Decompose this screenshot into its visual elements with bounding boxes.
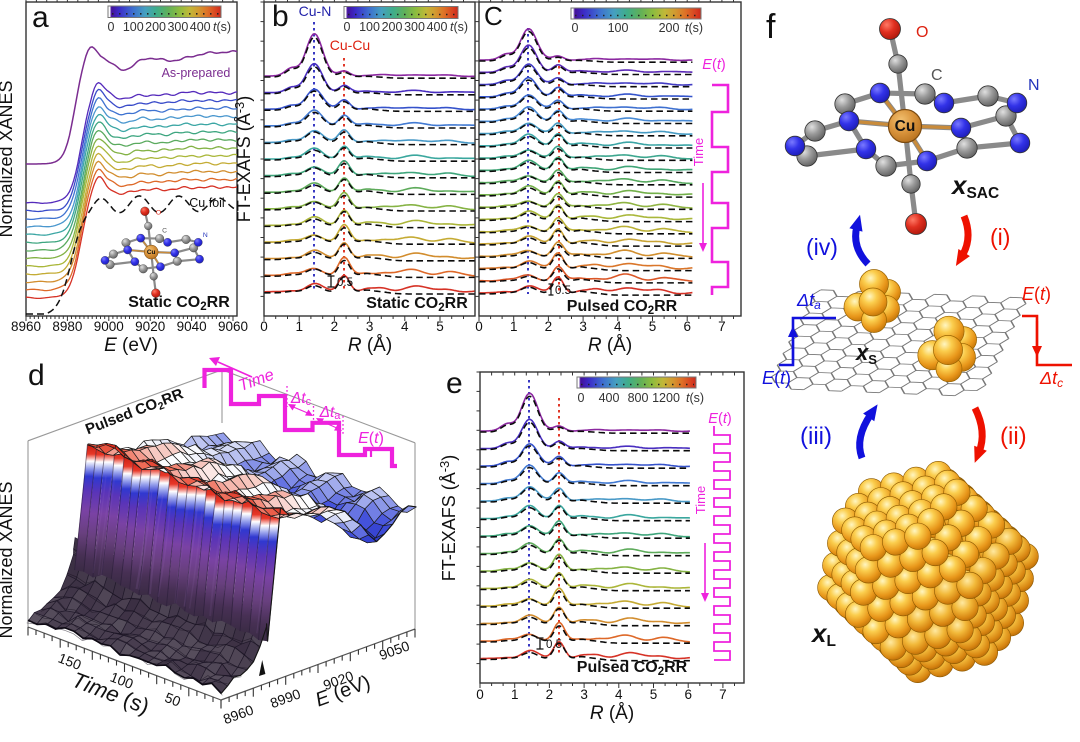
svg-text:1: 1 [511,687,519,702]
svg-text:t(s): t(s) [686,391,704,405]
svg-text:8960: 8960 [11,319,41,334]
svg-text:a: a [32,1,49,34]
svg-text:(iii): (iii) [800,423,832,450]
svg-text:0: 0 [475,319,483,334]
svg-text:Δta: Δta [319,404,342,422]
svg-text:N: N [1028,77,1040,94]
svg-text:Δtc: Δtc [290,390,312,408]
svg-text:300: 300 [167,20,188,34]
svg-text:0.5: 0.5 [555,285,571,297]
svg-text:Δtc: Δtc [1039,368,1063,390]
svg-text:R (Å): R (Å) [348,335,392,356]
svg-text:400: 400 [427,20,448,34]
svg-text:Normalized XANES: Normalized XANES [0,80,16,237]
svg-text:0: 0 [476,687,484,702]
svg-text:3: 3 [366,319,374,334]
svg-text:3: 3 [580,687,588,702]
svg-text:(ii): (ii) [1000,423,1027,450]
svg-text:xSAC: xSAC [950,170,999,202]
svg-text:R (Å): R (Å) [590,703,634,724]
svg-text:xL: xL [810,618,836,650]
svg-text:0: 0 [260,319,268,334]
svg-text:Cu foil: Cu foil [189,196,224,210]
svg-text:Static CO2RR: Static CO2RR [128,294,230,313]
svg-text:t(s): t(s) [213,20,231,34]
svg-text:R (Å): R (Å) [588,335,632,356]
svg-text:f: f [766,8,776,46]
svg-text:1: 1 [510,319,518,334]
svg-text:7: 7 [718,319,726,334]
svg-text:9020: 9020 [135,319,165,334]
svg-text:0: 0 [108,20,115,34]
svg-text:0: 0 [572,21,579,35]
svg-text:0: 0 [344,20,351,34]
svg-text:300: 300 [404,20,425,34]
svg-text:Static CO2RR: Static CO2RR [366,295,468,314]
svg-text:400: 400 [190,20,211,34]
svg-text:50: 50 [163,689,183,710]
svg-text:3: 3 [579,319,587,334]
svg-text:4: 4 [614,319,622,334]
svg-text:100: 100 [359,20,380,34]
svg-text:2: 2 [546,687,554,702]
svg-text:800: 800 [628,391,649,405]
svg-text:150: 150 [56,650,84,673]
svg-text:O: O [916,24,928,41]
svg-text:200: 200 [145,20,166,34]
svg-text:6: 6 [684,687,692,702]
svg-text:t(s): t(s) [450,20,468,34]
svg-text:1: 1 [295,319,303,334]
svg-text:b: b [272,0,289,33]
svg-text:E(t): E(t) [702,57,725,73]
svg-text:100: 100 [608,21,629,35]
svg-text:8980: 8980 [52,319,82,334]
svg-text:9040: 9040 [177,319,207,334]
svg-text:E(t): E(t) [1022,284,1051,304]
svg-text:4: 4 [401,319,409,334]
svg-text:E(t): E(t) [358,430,384,447]
svg-text:400: 400 [599,391,620,405]
svg-text:Cu-Cu: Cu-Cu [330,37,370,53]
svg-text:0: 0 [578,391,585,405]
svg-text:E(t): E(t) [708,411,731,427]
svg-text:E(t): E(t) [762,368,791,388]
svg-text:5: 5 [436,319,444,334]
svg-text:7: 7 [719,687,727,702]
svg-text:0.5: 0.5 [546,639,562,651]
svg-text:2: 2 [545,319,553,334]
svg-text:C: C [484,1,503,31]
svg-text:6: 6 [683,319,691,334]
svg-text:Cu-N: Cu-N [299,3,332,19]
svg-text:9000: 9000 [94,319,124,334]
svg-text:200: 200 [382,20,403,34]
svg-text:Cu: Cu [895,118,916,135]
svg-text:Normalized XANES: Normalized XANES [0,481,16,638]
svg-text:d: d [28,359,45,392]
svg-text:t(s): t(s) [685,21,703,35]
svg-text:2: 2 [331,319,339,334]
svg-text:(iv): (iv) [806,234,838,260]
svg-text:As-prepared: As-prepared [162,66,231,80]
svg-text:xS: xS [855,340,877,367]
svg-text:Δta: Δta [796,290,821,312]
svg-text:Time: Time [691,138,706,166]
svg-text:Time: Time [693,486,708,514]
svg-text:1200: 1200 [652,391,680,405]
svg-text:0.5: 0.5 [337,277,353,289]
svg-text:FT-EXAFS (Å-3): FT-EXAFS (Å-3) [232,96,254,223]
svg-text:5: 5 [650,687,658,702]
svg-text:5: 5 [649,319,657,334]
svg-text:E (eV): E (eV) [104,335,158,356]
svg-text:C: C [931,67,943,84]
svg-text:FT-EXAFS (Å-3): FT-EXAFS (Å-3) [437,455,459,582]
svg-text:200: 200 [659,21,680,35]
svg-text:100: 100 [123,20,144,34]
svg-text:4: 4 [615,687,623,702]
svg-text:e: e [446,367,463,400]
svg-text:Pulsed CO2RR: Pulsed CO2RR [577,659,688,678]
svg-text:9060: 9060 [218,319,248,334]
svg-text:(i): (i) [990,224,1010,250]
svg-text:Pulsed CO2RR: Pulsed CO2RR [567,298,678,317]
svg-text:100: 100 [108,669,136,692]
